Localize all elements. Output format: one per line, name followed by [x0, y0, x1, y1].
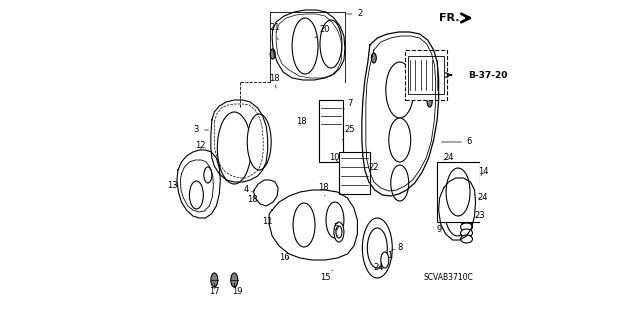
Text: 14: 14: [478, 167, 489, 176]
Text: 24: 24: [374, 263, 384, 272]
Text: 18: 18: [296, 117, 307, 127]
Ellipse shape: [334, 222, 344, 242]
Ellipse shape: [293, 203, 315, 247]
Text: 4: 4: [244, 186, 253, 195]
Ellipse shape: [270, 49, 275, 59]
Text: 21: 21: [269, 24, 280, 40]
Ellipse shape: [320, 20, 342, 68]
Ellipse shape: [461, 235, 472, 243]
Bar: [339, 152, 370, 194]
Ellipse shape: [461, 223, 472, 231]
Text: 15: 15: [320, 270, 332, 283]
Ellipse shape: [218, 112, 252, 184]
Ellipse shape: [381, 252, 388, 268]
Bar: [408, 56, 444, 94]
Bar: [437, 162, 479, 222]
Text: 9: 9: [436, 226, 441, 234]
Ellipse shape: [367, 228, 387, 268]
Ellipse shape: [461, 229, 472, 237]
Text: 18: 18: [269, 73, 280, 88]
Text: 25: 25: [342, 125, 355, 140]
Ellipse shape: [362, 218, 392, 278]
Ellipse shape: [446, 168, 470, 216]
Text: 13: 13: [167, 181, 178, 189]
Ellipse shape: [391, 165, 409, 201]
Ellipse shape: [427, 97, 432, 107]
Ellipse shape: [189, 181, 204, 209]
Bar: [404, 50, 447, 100]
Text: 11: 11: [262, 218, 273, 226]
Text: 24: 24: [477, 194, 488, 203]
Ellipse shape: [231, 273, 237, 287]
Text: 5: 5: [333, 224, 339, 236]
Text: 17: 17: [209, 287, 220, 296]
Text: 2: 2: [347, 10, 362, 19]
Text: 16: 16: [279, 254, 289, 263]
Ellipse shape: [388, 118, 411, 162]
Ellipse shape: [386, 62, 413, 118]
Ellipse shape: [461, 211, 472, 219]
Text: 8: 8: [392, 243, 403, 253]
Ellipse shape: [204, 167, 212, 183]
Text: 22: 22: [369, 164, 379, 173]
Ellipse shape: [445, 184, 470, 236]
Ellipse shape: [211, 273, 218, 287]
Text: 12: 12: [195, 140, 205, 150]
Bar: [319, 100, 343, 162]
Text: 24: 24: [444, 153, 454, 162]
Text: 6: 6: [442, 137, 472, 146]
Text: FR.: FR.: [439, 13, 460, 23]
Text: 19: 19: [232, 287, 243, 296]
Ellipse shape: [292, 18, 318, 74]
Ellipse shape: [326, 202, 344, 238]
Text: 23: 23: [474, 211, 485, 219]
Ellipse shape: [461, 217, 472, 225]
Text: 18: 18: [317, 183, 328, 196]
Text: 7: 7: [343, 100, 353, 110]
Text: 3: 3: [194, 125, 209, 135]
Ellipse shape: [336, 226, 342, 238]
Text: SCVAB3710C: SCVAB3710C: [424, 273, 474, 283]
Text: B-37-20: B-37-20: [468, 70, 508, 79]
Text: 10: 10: [329, 153, 339, 162]
Text: 18: 18: [247, 196, 257, 204]
Text: 20: 20: [315, 26, 330, 38]
Ellipse shape: [247, 114, 271, 170]
Ellipse shape: [371, 53, 376, 63]
Text: 1: 1: [387, 250, 392, 259]
